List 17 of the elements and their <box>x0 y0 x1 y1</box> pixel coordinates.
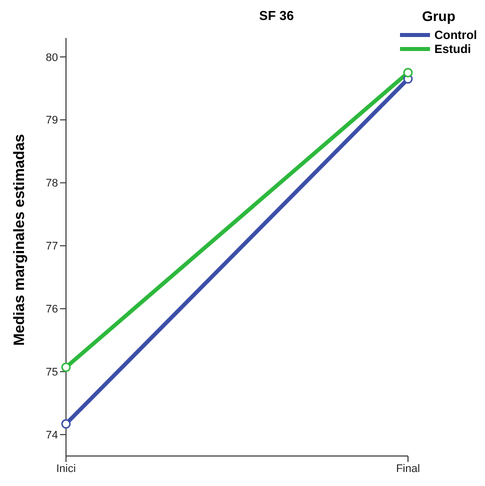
point <box>61 419 71 429</box>
y-tick-label: 80 <box>46 52 58 64</box>
x-tick-label: Inici <box>56 462 76 475</box>
chart-title: SF 36 <box>259 8 294 23</box>
y-tick-label: 76 <box>46 304 58 316</box>
y-tick-label: 75 <box>46 366 58 379</box>
y-tick-label: 79 <box>46 114 58 127</box>
y-tick-label: 78 <box>46 178 58 190</box>
legend-title: Grup <box>420 8 456 24</box>
legend-label: Estudi <box>434 42 472 56</box>
y-tick-label: 74 <box>46 430 58 442</box>
point <box>61 362 71 372</box>
y-axis-title: Medias marginales estimadas <box>10 134 28 346</box>
point <box>403 68 413 78</box>
legend-label: Control <box>434 28 477 42</box>
x-tick-label: Final <box>396 462 420 475</box>
y-tick-label: 77 <box>46 240 58 253</box>
